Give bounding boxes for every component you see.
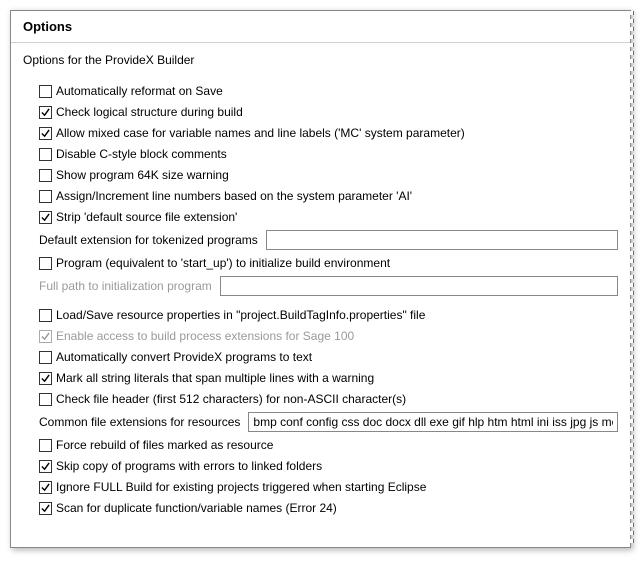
- label-markstrings: Mark all string literals that span multi…: [56, 371, 374, 385]
- checkbox-initprog[interactable]: [39, 257, 52, 270]
- option-row-logical: Check logical structure during build: [23, 102, 618, 122]
- field-row-initpath: Full path to initialization program: [23, 276, 618, 296]
- label-convtext: Automatically convert ProvideX programs …: [56, 350, 312, 364]
- checkbox-scandup[interactable]: [39, 502, 52, 515]
- label-stripext: Strip 'default source file extension': [56, 210, 237, 224]
- field-row-commonext: Common file extensions for resources: [23, 412, 618, 432]
- checkbox-show64k[interactable]: [39, 169, 52, 182]
- panel-title: Options: [23, 19, 72, 34]
- field-label-commonext: Common file extensions for resources: [39, 415, 240, 429]
- label-ignorefull: Ignore FULL Build for existing projects …: [56, 480, 426, 494]
- option-row-loadsave: Load/Save resource properties in "projec…: [23, 305, 618, 325]
- option-row-checkheader: Check file header (first 512 characters)…: [23, 389, 618, 409]
- checkbox-logical[interactable]: [39, 106, 52, 119]
- label-logical: Check logical structure during build: [56, 105, 243, 119]
- option-row-skipcopy: Skip copy of programs with errors to lin…: [23, 456, 618, 476]
- option-row-assignai: Assign/Increment line numbers based on t…: [23, 186, 618, 206]
- checkbox-sage100: [39, 330, 52, 343]
- panel-header: Options: [11, 11, 630, 43]
- panel-subtitle: Options for the ProvideX Builder: [23, 53, 618, 67]
- checkbox-markstrings[interactable]: [39, 372, 52, 385]
- options-panel: Options Options for the ProvideX Builder…: [10, 10, 631, 548]
- option-row-stripext: Strip 'default source file extension': [23, 207, 618, 227]
- checkbox-assignai[interactable]: [39, 190, 52, 203]
- label-reformat: Automatically reformat on Save: [56, 84, 223, 98]
- checkbox-forcerebuild[interactable]: [39, 439, 52, 452]
- label-forcerebuild: Force rebuild of files marked as resourc…: [56, 438, 273, 452]
- option-row-forcerebuild: Force rebuild of files marked as resourc…: [23, 435, 618, 455]
- option-row-sage100: Enable access to build process extension…: [23, 326, 618, 346]
- option-row-convtext: Automatically convert ProvideX programs …: [23, 347, 618, 367]
- checkbox-stripext[interactable]: [39, 211, 52, 224]
- input-initpath: [220, 276, 618, 296]
- label-scandup: Scan for duplicate function/variable nam…: [56, 501, 337, 515]
- field-label-defaultext: Default extension for tokenized programs: [39, 233, 258, 247]
- field-label-initpath: Full path to initialization program: [39, 279, 212, 293]
- label-checkheader: Check file header (first 512 characters)…: [56, 392, 406, 406]
- label-mixedcase: Allow mixed case for variable names and …: [56, 126, 465, 140]
- checkbox-skipcopy[interactable]: [39, 460, 52, 473]
- label-skipcopy: Skip copy of programs with errors to lin…: [56, 459, 322, 473]
- option-row-markstrings: Mark all string literals that span multi…: [23, 368, 618, 388]
- option-row-ignorefull: Ignore FULL Build for existing projects …: [23, 477, 618, 497]
- input-commonext[interactable]: [248, 412, 618, 432]
- checkbox-disablecstyle[interactable]: [39, 148, 52, 161]
- option-row-show64k: Show program 64K size warning: [23, 165, 618, 185]
- checkbox-checkheader[interactable]: [39, 393, 52, 406]
- checkbox-mixedcase[interactable]: [39, 127, 52, 140]
- label-initprog: Program (equivalent to 'start_up') to in…: [56, 256, 390, 270]
- checkbox-convtext[interactable]: [39, 351, 52, 364]
- panel-body: Options for the ProvideX Builder Automat…: [11, 43, 630, 547]
- field-row-defaultext: Default extension for tokenized programs: [23, 230, 618, 250]
- label-show64k: Show program 64K size warning: [56, 168, 229, 182]
- checkbox-loadsave[interactable]: [39, 309, 52, 322]
- label-assignai: Assign/Increment line numbers based on t…: [56, 189, 412, 203]
- checkbox-ignorefull[interactable]: [39, 481, 52, 494]
- label-sage100: Enable access to build process extension…: [56, 329, 354, 343]
- label-loadsave: Load/Save resource properties in "projec…: [56, 308, 425, 322]
- option-row-disablecstyle: Disable C-style block comments: [23, 144, 618, 164]
- option-row-initprog: Program (equivalent to 'start_up') to in…: [23, 253, 618, 273]
- option-row-scandup: Scan for duplicate function/variable nam…: [23, 498, 618, 518]
- label-disablecstyle: Disable C-style block comments: [56, 147, 227, 161]
- input-defaultext[interactable]: [266, 230, 618, 250]
- option-row-mixedcase: Allow mixed case for variable names and …: [23, 123, 618, 143]
- checkbox-reformat[interactable]: [39, 85, 52, 98]
- option-row-reformat: Automatically reformat on Save: [23, 81, 618, 101]
